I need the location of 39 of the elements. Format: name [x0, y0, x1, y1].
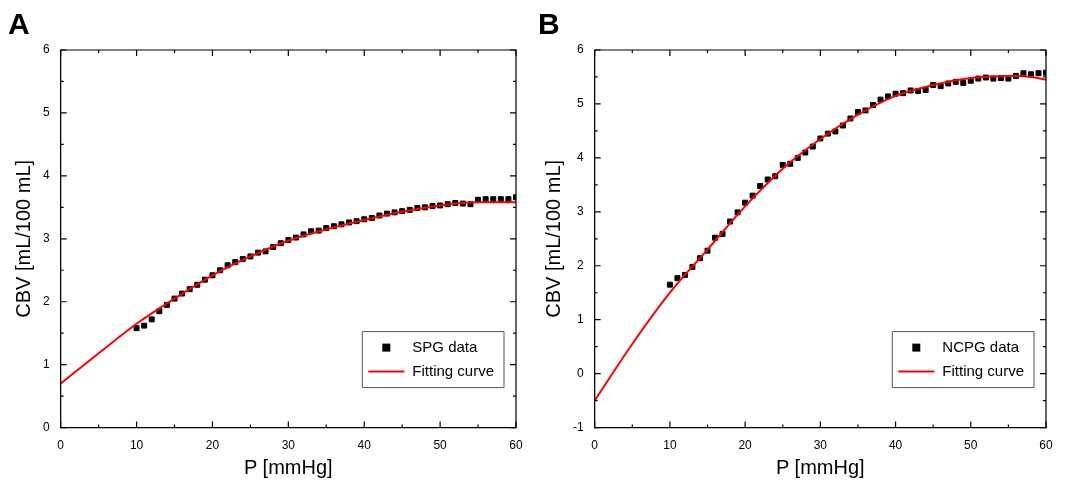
x-tick-label: 60	[509, 438, 523, 453]
y-tick-label: 0	[42, 419, 50, 434]
y-tick-label: 0	[576, 365, 584, 380]
x-tick-label: 30	[281, 438, 296, 453]
x-tick-label: 0	[591, 438, 599, 453]
chart-title: B	[538, 7, 560, 41]
y-tick-label: 6	[576, 42, 584, 57]
x-tick-label: 50	[964, 438, 978, 453]
x-tick-label: 60	[1039, 438, 1053, 453]
legend-label: NCPG data	[942, 337, 1020, 355]
legend-label: SPG data	[412, 337, 478, 355]
x-tick-label: 0	[57, 438, 65, 453]
x-tick-label: 10	[663, 438, 677, 453]
y-tick-label: 2	[576, 258, 584, 273]
y-tick-label: 1	[42, 356, 50, 371]
y-tick-label: 3	[42, 231, 50, 246]
x-tick-label: 30	[813, 438, 828, 453]
y-tick-label: 2	[42, 294, 50, 309]
chart-title: A	[8, 7, 30, 41]
x-tick-label: 20	[738, 438, 753, 453]
y-tick-label: 6	[42, 42, 50, 57]
x-axis-title: P [mmHg]	[776, 455, 865, 478]
y-tick-label: -1	[573, 419, 584, 434]
y-tick-label: 3	[576, 204, 584, 219]
x-axis-title: P [mmHg]	[244, 455, 333, 478]
y-tick-label: 4	[42, 168, 50, 183]
legend-label: Fitting curve	[412, 361, 495, 379]
x-tick-label: 10	[129, 438, 144, 453]
y-tick-label: 5	[42, 105, 50, 120]
x-tick-label: 40	[357, 438, 372, 453]
legend-label: Fitting curve	[942, 361, 1025, 379]
x-tick-label: 40	[888, 438, 903, 453]
y-tick-label: 4	[576, 150, 584, 165]
y-tick-label: 5	[576, 96, 584, 111]
y-tick-label: 1	[576, 312, 584, 327]
y-axis-title: CBV [mL/100 mL]	[11, 159, 34, 318]
x-tick-label: 20	[205, 438, 220, 453]
x-tick-label: 50	[433, 438, 448, 453]
y-axis-title: CBV [mL/100 mL]	[541, 159, 564, 318]
